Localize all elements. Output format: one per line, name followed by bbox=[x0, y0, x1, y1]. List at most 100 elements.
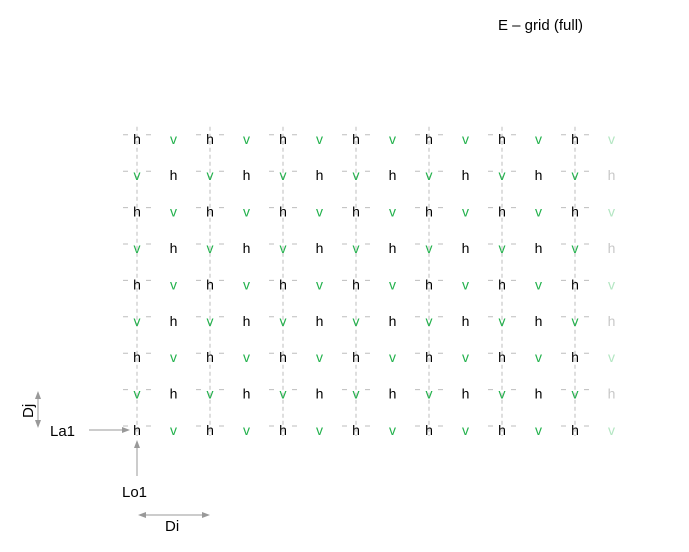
grid-cell-v: v bbox=[243, 131, 250, 147]
grid-cell-h: h bbox=[571, 276, 579, 292]
grid-cell-h: h bbox=[243, 240, 251, 256]
grid-cell-h: h bbox=[170, 313, 178, 329]
grid-cell-h: h bbox=[462, 167, 470, 183]
grid-cell-h: h bbox=[462, 386, 470, 402]
grid-cell-v: v bbox=[535, 204, 542, 220]
grid-cell-h: h bbox=[170, 386, 178, 402]
grid-cell-h: h bbox=[462, 240, 470, 256]
grid-cell-h: h bbox=[352, 349, 360, 365]
grid-cell-v: v bbox=[170, 131, 177, 147]
grid-guides bbox=[123, 126, 589, 436]
grid-cell-v: v bbox=[389, 276, 396, 292]
grid-cell-v: v bbox=[426, 240, 433, 256]
grid-cell-v: v bbox=[134, 386, 141, 402]
grid-cell-h: h bbox=[425, 276, 433, 292]
grid-cell-v: v bbox=[316, 131, 323, 147]
grid-cell-v: v bbox=[207, 240, 214, 256]
grid-cell-h: h bbox=[571, 422, 579, 438]
grid-cell-v: v bbox=[134, 240, 141, 256]
grid-cell-v: v bbox=[535, 422, 542, 438]
grid-cell-v: v bbox=[170, 204, 177, 220]
grid-cell-v: v bbox=[207, 386, 214, 402]
grid-cell-h: h bbox=[133, 204, 141, 220]
grid-cell-v: v bbox=[280, 386, 287, 402]
lo1-label: Lo1 bbox=[122, 484, 147, 501]
grid-cell-h: h bbox=[206, 422, 214, 438]
grid-cell-h: h bbox=[571, 349, 579, 365]
grid-cell-v: v bbox=[280, 167, 287, 183]
grid-cell-h: h bbox=[389, 240, 397, 256]
grid-cell-h: h bbox=[133, 349, 141, 365]
grid-cell-h: h bbox=[498, 422, 506, 438]
grid-cell-h: h bbox=[279, 276, 287, 292]
la1-label: La1 bbox=[50, 423, 75, 440]
grid-cell-v: v bbox=[243, 349, 250, 365]
grid-cell-v: v bbox=[608, 276, 615, 292]
grid-cell-h: h bbox=[425, 204, 433, 220]
grid-cell-v: v bbox=[280, 240, 287, 256]
grid-cell-v: v bbox=[389, 204, 396, 220]
grid-cell-v: v bbox=[535, 349, 542, 365]
grid-cell-h: h bbox=[352, 422, 360, 438]
grid-cell-h: h bbox=[608, 167, 616, 183]
grid-cell-v: v bbox=[499, 167, 506, 183]
di-label: Di bbox=[165, 518, 179, 535]
grid-cell-v: v bbox=[572, 240, 579, 256]
grid-cell-v: v bbox=[353, 386, 360, 402]
grid-cell-v: v bbox=[353, 167, 360, 183]
grid-cell-h: h bbox=[279, 131, 287, 147]
grid-cell-v: v bbox=[243, 276, 250, 292]
grid-cell-v: v bbox=[535, 276, 542, 292]
grid-cell-h: h bbox=[425, 422, 433, 438]
grid-cell-v: v bbox=[170, 422, 177, 438]
grid-cell-v: v bbox=[462, 131, 469, 147]
grid-cell-v: v bbox=[389, 422, 396, 438]
grid-cell-h: h bbox=[608, 386, 616, 402]
grid-cell-h: h bbox=[206, 276, 214, 292]
grid-cell-h: h bbox=[535, 386, 543, 402]
grid-cell-h: h bbox=[206, 349, 214, 365]
grid-cell-h: h bbox=[279, 204, 287, 220]
grid-cell-v: v bbox=[572, 167, 579, 183]
grid-cell-h: h bbox=[243, 386, 251, 402]
grid-cell-h: h bbox=[279, 349, 287, 365]
grid-cell-h: h bbox=[535, 240, 543, 256]
grid-cell-v: v bbox=[462, 276, 469, 292]
grid-cell-h: h bbox=[498, 131, 506, 147]
grid-cell-v: v bbox=[608, 131, 615, 147]
grid-cell-h: h bbox=[206, 204, 214, 220]
grid-cell-v: v bbox=[608, 204, 615, 220]
grid-cell-h: h bbox=[608, 313, 616, 329]
grid-cell-v: v bbox=[316, 276, 323, 292]
grid-cell-v: v bbox=[499, 386, 506, 402]
grid-cell-h: h bbox=[535, 313, 543, 329]
grid-cell-h: h bbox=[389, 313, 397, 329]
grid-cell-v: v bbox=[134, 313, 141, 329]
grid-cell-h: h bbox=[133, 276, 141, 292]
grid-cell-h: h bbox=[352, 276, 360, 292]
grid-cell-h: h bbox=[498, 349, 506, 365]
grid-cell-v: v bbox=[353, 240, 360, 256]
grid-cell-h: h bbox=[571, 204, 579, 220]
grid-cell-v: v bbox=[316, 422, 323, 438]
grid-cell-v: v bbox=[608, 349, 615, 365]
grid-cell-v: v bbox=[316, 349, 323, 365]
grid-cell-h: h bbox=[352, 204, 360, 220]
grid-cell-h: h bbox=[535, 167, 543, 183]
grid-cell-h: h bbox=[133, 131, 141, 147]
diagram-title: E – grid (full) bbox=[498, 17, 583, 34]
grid-cell-v: v bbox=[280, 313, 287, 329]
grid-cell-h: h bbox=[316, 167, 324, 183]
grid-cell-v: v bbox=[462, 204, 469, 220]
grid-cell-h: h bbox=[316, 386, 324, 402]
grid-cell-v: v bbox=[426, 313, 433, 329]
grid-cell-v: v bbox=[426, 386, 433, 402]
grid-cell-h: h bbox=[425, 131, 433, 147]
di-arrow bbox=[138, 512, 210, 518]
dj-arrow bbox=[35, 391, 41, 428]
grid-cell-v: v bbox=[207, 167, 214, 183]
grid-cell-v: v bbox=[572, 386, 579, 402]
grid-cell-h: h bbox=[462, 313, 470, 329]
grid-cell-h: h bbox=[133, 422, 141, 438]
